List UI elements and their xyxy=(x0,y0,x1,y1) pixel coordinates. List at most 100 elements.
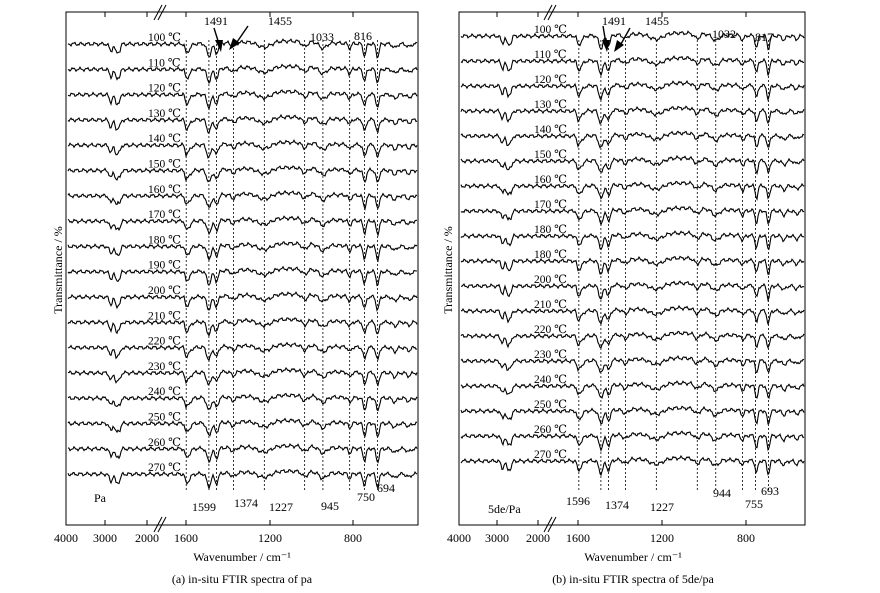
spectrum-line xyxy=(460,80,805,102)
spectrum-line xyxy=(67,442,418,464)
panel-a-x-axis-title: Wavenumber / cm⁻¹ xyxy=(193,550,291,564)
x-tick-label: 1200 xyxy=(258,531,282,545)
temperature-label: 170 ℃ xyxy=(534,199,567,211)
spectrum-line xyxy=(460,30,805,51)
temperature-label: 250 ℃ xyxy=(148,412,181,424)
temperature-label: 270 ℃ xyxy=(534,449,567,461)
panel-b-sample-label: 5de/Pa xyxy=(488,502,521,516)
temperature-label: 260 ℃ xyxy=(534,424,567,436)
panel-b-temperature-labels: 100 ℃ 110 ℃ 120 ℃ 130 ℃ 140 ℃ 150 ℃ 160 ℃ 170 ℃… xyxy=(534,24,567,461)
temperature-label: 140 ℃ xyxy=(534,124,567,136)
peak-label: 750 xyxy=(357,490,375,504)
temperature-label: 160 ℃ xyxy=(148,184,181,196)
panel-a-peak-markers xyxy=(185,40,379,492)
temperature-label: 110 ℃ xyxy=(148,57,181,69)
x-tick-label: 3000 xyxy=(485,531,509,545)
temperature-label: 120 ℃ xyxy=(534,74,567,86)
temperature-label: 240 ℃ xyxy=(148,386,181,398)
spectrum-line xyxy=(460,205,805,227)
peak-label: 693 xyxy=(761,484,779,498)
panel-a-arrow-1491 xyxy=(213,27,223,52)
peak-label: 1227 xyxy=(650,500,674,514)
temperature-label: 150 ℃ xyxy=(534,149,567,161)
peak-label: 1599 xyxy=(192,500,216,514)
x-tick-label: 4000 xyxy=(54,531,78,545)
x-tick-label: 800 xyxy=(344,531,362,545)
temperature-label: 250 ℃ xyxy=(534,399,567,411)
spectrum-line xyxy=(460,380,805,400)
peak-label: 1455 xyxy=(645,14,669,28)
temperature-label: 180 ℃ xyxy=(148,234,181,246)
x-tick-label: 2000 xyxy=(526,531,550,545)
temperature-label: 260 ℃ xyxy=(148,437,181,449)
panel-a-axis-break-top xyxy=(153,4,167,21)
panel-b-y-axis-title: Transmittance / % xyxy=(441,226,455,314)
temperature-label: 120 ℃ xyxy=(148,83,181,95)
spectrum-line xyxy=(67,291,418,312)
temperature-label: 230 ℃ xyxy=(534,349,567,361)
spectrum-line xyxy=(460,55,805,77)
peak-label: 1491 xyxy=(602,14,626,28)
panel-b-peak-markers xyxy=(578,40,769,492)
spectrum-line xyxy=(67,240,418,263)
spectrum-line xyxy=(460,280,805,303)
temperature-label: 140 ℃ xyxy=(148,133,181,145)
spectrum-line xyxy=(460,330,805,350)
spectrum-line xyxy=(67,189,418,211)
temperature-label: 170 ℃ xyxy=(148,209,181,221)
temperature-label: 100 ℃ xyxy=(148,32,181,44)
spectrum-line xyxy=(460,355,805,374)
x-tick-label: 3000 xyxy=(93,531,117,545)
x-tick-label: 800 xyxy=(737,531,755,545)
peak-label: 1374 xyxy=(234,496,258,510)
panel-b-spectra xyxy=(460,30,805,477)
temperature-label: 110 ℃ xyxy=(534,49,567,61)
x-tick-label: 1200 xyxy=(650,531,674,545)
spectrum-line xyxy=(460,430,805,453)
temperature-label: 200 ℃ xyxy=(148,285,181,297)
spectrum-line xyxy=(460,304,805,326)
temperature-label: 220 ℃ xyxy=(148,336,181,348)
peak-label: 816 xyxy=(354,29,372,43)
panel-b-arrow-1455 xyxy=(614,27,631,52)
panel-a-axis-break-bottom xyxy=(153,516,167,533)
peak-label: 1033 xyxy=(310,30,334,44)
panel-a-spectra xyxy=(67,38,418,491)
temperature-label: 270 ℃ xyxy=(148,462,181,474)
peak-label: 694 xyxy=(377,481,395,495)
peak-label: 1032 xyxy=(712,27,736,41)
spectrum-line xyxy=(67,63,418,84)
spectrum-line xyxy=(67,165,418,183)
temperature-label: 130 ℃ xyxy=(534,99,567,111)
spectrum-line xyxy=(67,139,418,160)
panel-a-temperature-labels: 100 ℃ 110 ℃ 120 ℃ 130 ℃ 140 ℃ 150 ℃ 160 ℃ 170 ℃… xyxy=(148,32,181,474)
temperature-label: 220 ℃ xyxy=(534,324,567,336)
panel-a-x-ticks: 4000 3000 2000 1600 1200 800 xyxy=(54,12,362,545)
peak-label: 1491 xyxy=(204,14,228,28)
spectrum-line xyxy=(67,468,418,491)
spectrum-line xyxy=(460,454,805,477)
temperature-label: 160 ℃ xyxy=(534,174,567,186)
temperature-label: 230 ℃ xyxy=(148,361,181,373)
temperature-label: 180 ℃ xyxy=(534,224,567,236)
panel-a-sample-label: Pa xyxy=(94,491,107,505)
spectrum-line xyxy=(460,130,805,149)
spectrum-line xyxy=(67,89,418,111)
spectrum-line xyxy=(67,366,418,387)
x-tick-label: 1600 xyxy=(566,531,590,545)
temperature-label: 150 ℃ xyxy=(148,159,181,171)
spectrum-line xyxy=(67,215,418,238)
panel-b-x-ticks: 4000 3000 2000 1600 1200 800 xyxy=(447,12,755,545)
spectrum-line xyxy=(67,417,418,438)
spectrum-line xyxy=(67,38,418,59)
temperature-label: 210 ℃ xyxy=(148,310,181,322)
spectrum-line xyxy=(460,154,805,175)
temperature-label: 130 ℃ xyxy=(148,108,181,120)
peak-label: 945 xyxy=(321,499,339,513)
panel-b-x-axis-title: Wavenumber / cm⁻¹ xyxy=(584,550,682,564)
spectrum-line xyxy=(460,255,805,275)
temperature-label: 100 ℃ xyxy=(534,24,567,36)
panel-b: 100 ℃ 110 ℃ 120 ℃ 130 ℃ 140 ℃ 150 ℃ 160 ℃ 170 ℃… xyxy=(441,4,806,586)
peak-label: 1227 xyxy=(269,500,293,514)
